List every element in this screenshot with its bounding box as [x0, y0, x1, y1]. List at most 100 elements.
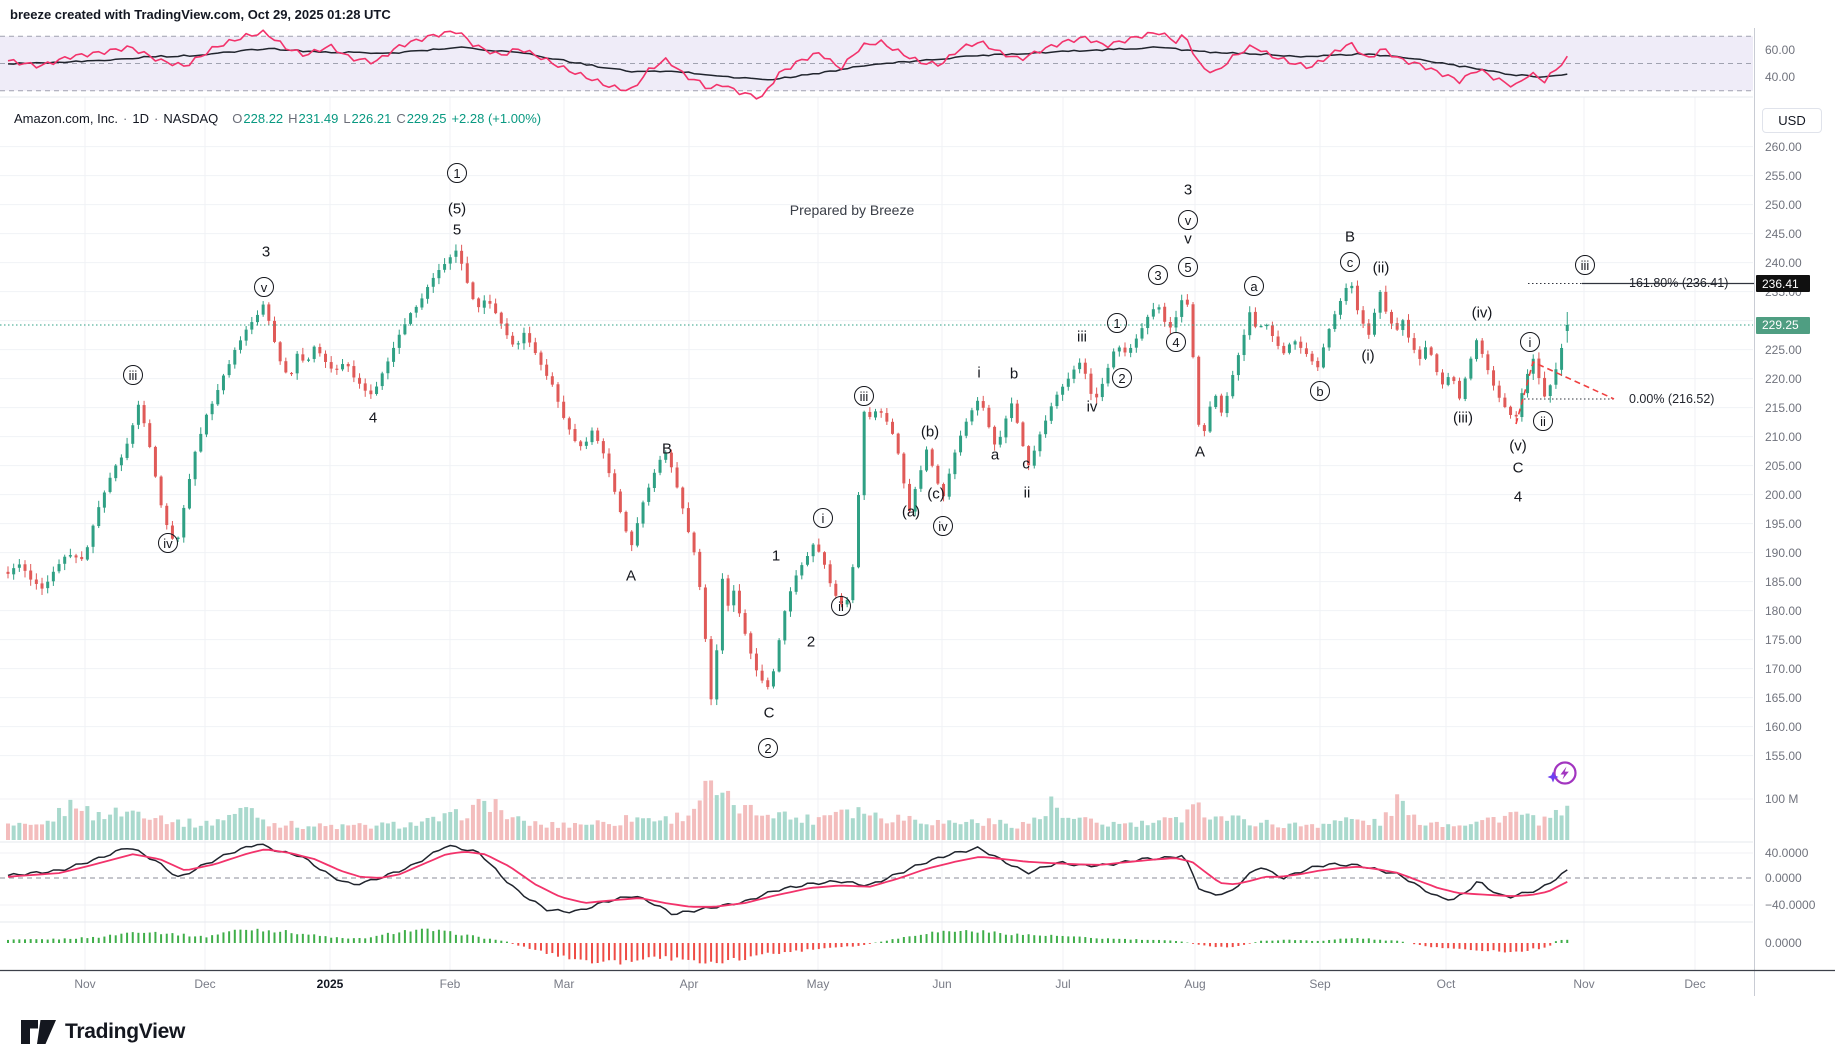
time-tick-Oct: Oct	[1436, 977, 1456, 991]
wave-label-circled-b-38[interactable]: b	[1310, 381, 1330, 401]
symbol-info-bar: Amazon.com, Inc. · 1D · NASDAQ O 228.22 H…	[14, 111, 541, 126]
flash-ai-icon[interactable]	[1545, 757, 1581, 791]
time-tick-Dec: Dec	[1684, 977, 1706, 991]
wave-label-i-41[interactable]: (i)	[1361, 347, 1375, 365]
change-value: +2.28 (+1.00%)	[451, 111, 542, 126]
price-tick-190: 190.00	[1765, 545, 1802, 560]
wave-label-2-13[interactable]: 2	[806, 633, 816, 651]
wave-label-circled-iii-50[interactable]: iii	[1575, 255, 1595, 275]
fib-0-label[interactable]: 0.00% (216.52)	[1629, 392, 1715, 406]
wave-label-5-6[interactable]: 5	[452, 221, 462, 239]
price-tick-180: 180.00	[1765, 603, 1802, 618]
wave-label-circled-c-40[interactable]: c	[1340, 252, 1360, 272]
price-tick-170: 170.00	[1765, 661, 1802, 676]
wave-label-circled-v-3[interactable]: v	[254, 277, 274, 297]
wave-label-circled-iv-20[interactable]: iv	[933, 516, 953, 536]
wave-label-iii-26[interactable]: iii	[1077, 328, 1087, 346]
timeframe[interactable]: 1D	[132, 111, 150, 126]
price-tick-245: 245.00	[1765, 226, 1802, 241]
wave-label-iv-44[interactable]: (iv)	[1471, 304, 1493, 322]
wave-label-b-18[interactable]: (b)	[920, 423, 940, 441]
price-tick-155: 155.00	[1765, 748, 1802, 763]
wave-label-iv-27[interactable]: iv	[1086, 398, 1098, 416]
time-tick-2025: 2025	[316, 977, 344, 991]
price-tick-255: 255.00	[1765, 168, 1802, 183]
close-label: C	[396, 111, 406, 126]
wave-label-circled-3-30[interactable]: 3	[1148, 265, 1168, 285]
osc-tick-0: 0.0000	[1765, 871, 1802, 885]
wave-label-circled-1-28[interactable]: 1	[1107, 313, 1127, 333]
wave-label-circled-1-4[interactable]: 1	[447, 163, 467, 183]
wave-label-circled-2-15[interactable]: 2	[758, 738, 778, 758]
wave-label-c-19[interactable]: (c)	[927, 485, 945, 503]
price-tick-225: 225.00	[1765, 342, 1802, 357]
wave-label-B-8[interactable]: B	[661, 440, 673, 458]
last-price-badge: 229.25	[1756, 316, 1810, 334]
wave-label-C-14[interactable]: C	[763, 704, 775, 722]
fib-price-badge: 236.41	[1756, 275, 1810, 292]
wave-label-circled-v-33[interactable]: v	[1178, 210, 1198, 230]
time-tick-May: May	[806, 977, 830, 991]
wave-label-circled-iii-0[interactable]: iii	[123, 365, 143, 385]
wave-label-A-9[interactable]: A	[625, 567, 637, 585]
time-tick-Mar: Mar	[553, 977, 575, 991]
wave-label-circled-ii-12[interactable]: ii	[831, 596, 851, 616]
wave-label-5-5[interactable]: (5)	[447, 200, 467, 218]
wave-label-a-22[interactable]: a	[990, 446, 1000, 464]
price-tick-200: 200.00	[1765, 487, 1802, 502]
rsi-tick-40: 40.00	[1765, 70, 1796, 84]
wave-label-ii-25[interactable]: ii	[1023, 484, 1031, 502]
price-tick-210: 210.00	[1765, 429, 1802, 444]
wave-label-circled-5-35[interactable]: 5	[1178, 257, 1198, 277]
hist-tick-0: 0.0000	[1765, 936, 1802, 950]
separator-dot: ·	[154, 111, 159, 126]
wave-label-3-2[interactable]: 3	[261, 243, 271, 261]
time-tick-Apr: Apr	[679, 977, 699, 991]
currency-toggle-button[interactable]: USD	[1762, 108, 1822, 133]
time-tick-Nov: Nov	[74, 977, 96, 991]
wave-label-circled-i-10[interactable]: i	[813, 508, 833, 528]
wave-label-c-24[interactable]: c	[1022, 455, 1030, 473]
wave-label-C-46[interactable]: C	[1512, 459, 1524, 477]
wave-label-4-7[interactable]: 4	[368, 409, 378, 427]
wave-label-circled-a-36[interactable]: a	[1244, 276, 1264, 296]
wave-label-iii-43[interactable]: (iii)	[1453, 409, 1473, 427]
wave-label-ii-42[interactable]: (ii)	[1372, 259, 1390, 277]
wave-label-1-11[interactable]: 1	[771, 547, 781, 565]
price-axis[interactable]: USD 60.00 40.00 260.00 255.00 250.00 245.00…	[1755, 0, 1835, 996]
price-tick-220: 220.00	[1765, 371, 1802, 386]
price-tick-250: 250.00	[1765, 197, 1802, 212]
wave-label-a-17[interactable]: (a)	[901, 503, 921, 521]
tradingview-logo-text: TradingView	[65, 1020, 186, 1043]
wave-label-circled-iv-1[interactable]: iv	[158, 533, 178, 553]
price-tick-160: 160.00	[1765, 719, 1802, 734]
wave-label-circled-ii-49[interactable]: ii	[1533, 411, 1553, 431]
price-tick-215: 215.00	[1765, 400, 1802, 415]
chart-watermark-title: breeze created with TradingView.com, Oct…	[10, 7, 391, 22]
wave-label-i-21[interactable]: i	[977, 364, 981, 382]
wave-label-v-45[interactable]: (v)	[1509, 437, 1527, 455]
wave-label-circled-2-29[interactable]: 2	[1112, 368, 1132, 388]
time-axis[interactable]: Nov Dec 2025 Feb Mar Apr May Jun Jul Aug Sep Oct Nov…	[0, 971, 1755, 996]
time-tick-Sep: Sep	[1309, 977, 1331, 991]
wave-label-circled-i-48[interactable]: i	[1520, 332, 1540, 352]
wave-label-circled-4-31[interactable]: 4	[1166, 332, 1186, 352]
time-tick-Aug: Aug	[1184, 977, 1206, 991]
wave-label-circled-iii-16[interactable]: iii	[854, 386, 874, 406]
wave-label-b-23[interactable]: b	[1009, 365, 1019, 383]
high-label: H	[288, 111, 298, 126]
wave-label-B-39[interactable]: B	[1344, 228, 1356, 246]
volume-scale-label: 100 M	[1765, 792, 1799, 806]
open-value: 228.22	[243, 111, 284, 126]
wave-label-3-32[interactable]: 3	[1183, 181, 1193, 199]
tradingview-logo[interactable]: TradingView	[20, 1019, 185, 1045]
price-tick-240: 240.00	[1765, 255, 1802, 270]
symbol-name[interactable]: Amazon.com, Inc.	[14, 111, 119, 126]
wave-label-v-34[interactable]: v	[1184, 230, 1192, 248]
price-tick-175: 175.00	[1765, 632, 1802, 647]
wave-label-4-47[interactable]: 4	[1513, 488, 1523, 506]
fib-161-label[interactable]: 161.80% (236.41)	[1629, 276, 1729, 290]
wave-label-A-37[interactable]: A	[1194, 443, 1206, 461]
